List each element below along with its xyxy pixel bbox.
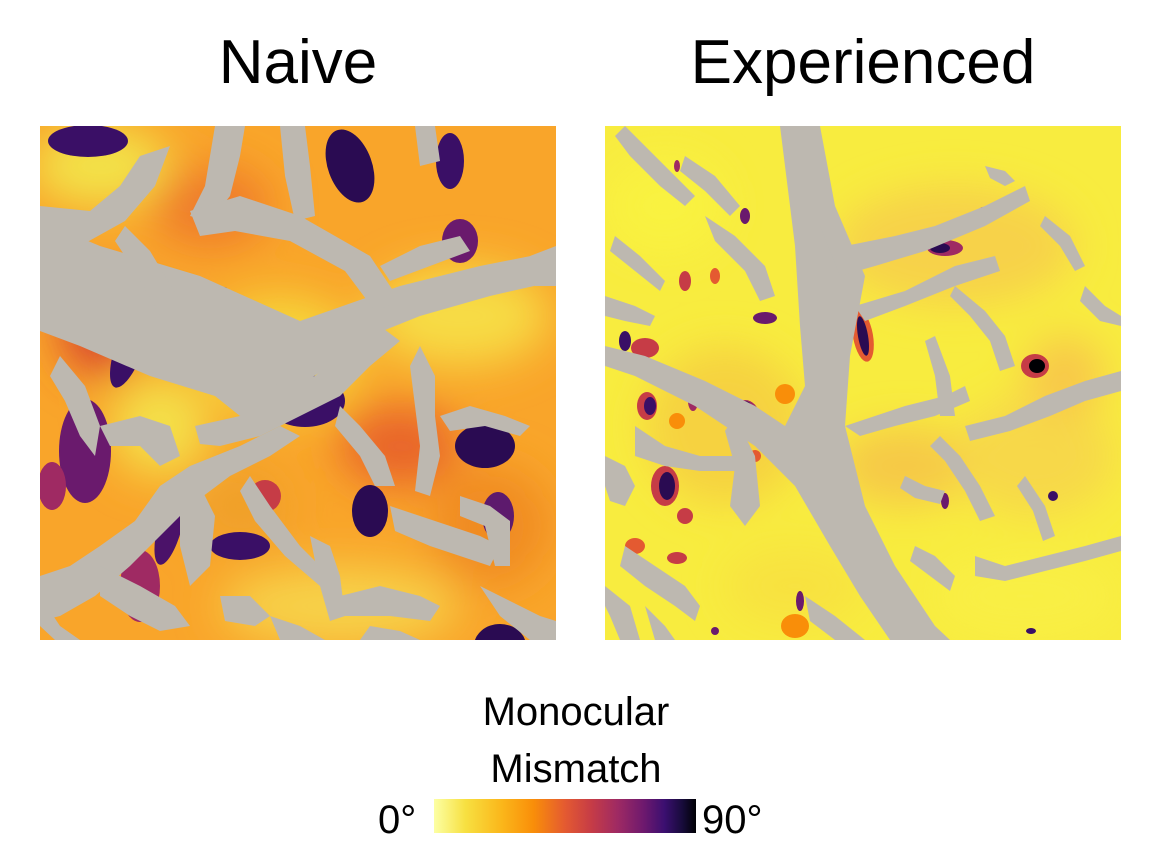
experienced-mismatch-map <box>605 126 1121 640</box>
colorbar-title-line2: Mismatch <box>490 747 662 791</box>
colorbar-title-line1: Monocular <box>482 690 670 734</box>
experienced-title: Experienced <box>690 28 1036 97</box>
colorbar-gradient <box>434 799 696 833</box>
naive-title: Naive <box>218 28 378 97</box>
colorbar-max-label: 90° <box>702 798 763 842</box>
naive-mismatch-map <box>40 126 556 640</box>
colorbar-min-label: 0° <box>378 798 417 842</box>
